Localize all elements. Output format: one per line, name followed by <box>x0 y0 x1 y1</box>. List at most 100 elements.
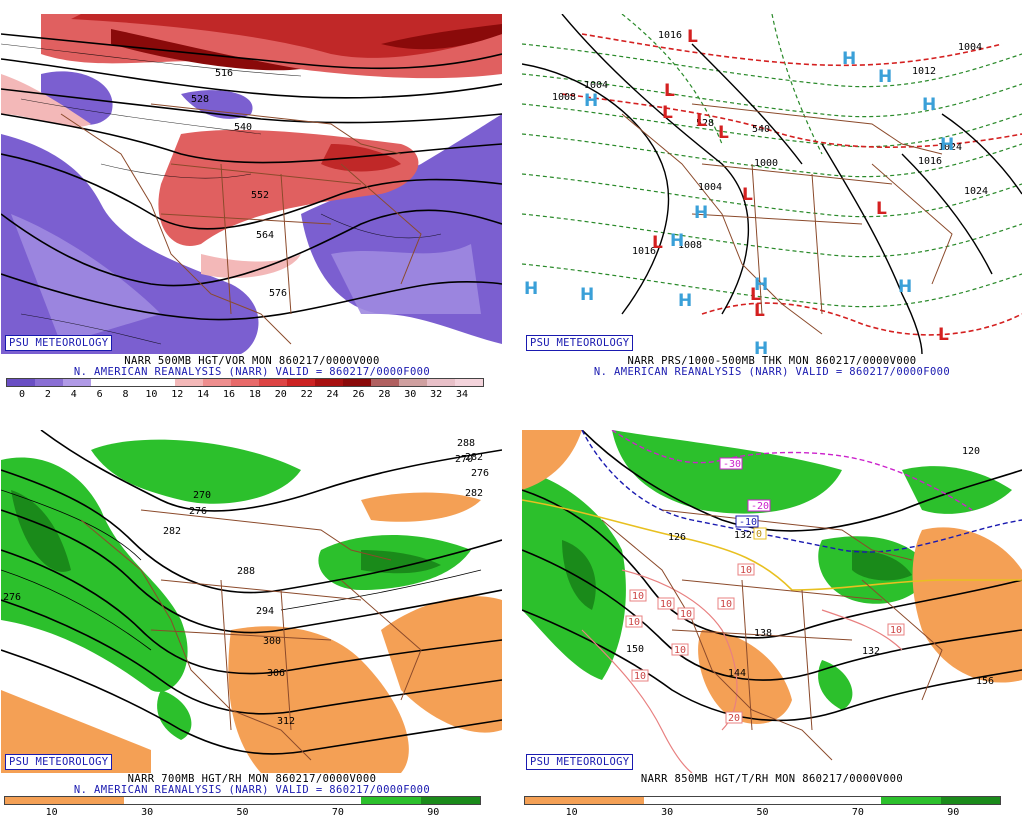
colorbar-segment <box>821 797 882 804</box>
height-labels: 126 132 138 144 150 156 132 120 <box>626 446 994 687</box>
contour-label: 294 <box>256 606 274 617</box>
isotherm-label: 10 <box>628 617 640 628</box>
isotherm-label: 10 <box>720 599 732 610</box>
contour-label: 312 <box>277 716 295 727</box>
low-pressure-marker: L <box>750 285 761 305</box>
high-pressure-marker: H <box>670 231 684 251</box>
isotherm-labels: -30 -20 -10 10 10 10 10 10 10 10 <box>625 457 905 724</box>
contour-label: 516 <box>215 68 233 79</box>
contour-label: 132 <box>862 646 880 657</box>
low-pressure-marker: L <box>664 81 675 101</box>
colorbar-tick-label: 10 <box>565 807 578 818</box>
colorbar-ticks: 10 30 50 70 90 <box>524 807 1001 819</box>
isobar-label: 1012 <box>912 66 936 77</box>
isobar-label: 1004 <box>584 80 608 91</box>
colorbar-tick-label: 10 <box>145 389 158 400</box>
colorbar-segment <box>343 379 371 386</box>
isobars <box>522 14 1022 354</box>
panel-700mb-rh: 270 276 282 288 294 300 306 312 276 282 … <box>0 420 504 819</box>
cold-isotherms <box>581 430 1022 553</box>
contour-label: 282 <box>465 488 483 499</box>
low-pressure-marker: L <box>696 111 707 131</box>
colorbar-tick-label: 70 <box>331 807 344 818</box>
colorbar-tick-label: 34 <box>455 389 469 400</box>
low-humidity-shading <box>1 492 502 773</box>
map-caption: NARR 700MB HGT/RH MON 860217/0000V000 <box>127 773 377 785</box>
isobar-label: 1016 <box>918 156 942 167</box>
high-pressure-marker: H <box>754 275 768 295</box>
colorbar-tick-label: 18 <box>248 389 261 400</box>
map-valid-caption: N. AMERICAN REANALYSIS (NARR) VALID = 86… <box>73 366 431 378</box>
isobar-label: 1016 <box>632 246 656 257</box>
contour-label: 132 <box>734 530 752 541</box>
colorbar-tick-label: 28 <box>378 389 391 400</box>
contour-label: 276 <box>189 506 207 517</box>
colorbar-tick-label: 16 <box>223 389 236 400</box>
low-pressure-marker: L <box>718 123 729 143</box>
colorbar-tick-label: 70 <box>851 807 864 818</box>
colorbar-segment <box>119 379 147 386</box>
height-labels: 270 276 282 288 294 300 306 312 276 282 … <box>3 438 489 727</box>
low-pressure-marker: L <box>652 233 663 253</box>
colorbar-segment <box>242 797 302 804</box>
colorbar-tick-label: 8 <box>122 389 129 400</box>
colorbar-segment <box>91 379 119 386</box>
map-caption: NARR 850MB HGT/T/RH MON 860217/0000V000 <box>640 773 904 785</box>
colorbar-segment <box>64 797 124 804</box>
isotherm-label: 10 <box>632 591 644 602</box>
contour-label: 144 <box>728 668 746 679</box>
colorbar-tick-label: 50 <box>756 807 769 818</box>
isotherm-label: 10 <box>740 565 752 576</box>
colorbar-tick-label: 2 <box>44 389 51 400</box>
colorbar-segment <box>584 797 644 804</box>
colorbar-tick-label: 50 <box>236 807 249 818</box>
colorbar-tick-label: 6 <box>96 389 103 400</box>
colorbar-segment <box>315 379 343 386</box>
isotherm-label: -20 <box>751 501 769 512</box>
isotherm-label: 10 <box>890 625 902 636</box>
map-valid-caption: N. AMERICAN REANALYSIS (NARR) VALID = 86… <box>73 784 431 796</box>
high-pressure-marker: H <box>678 291 692 311</box>
contour-label: 276 <box>3 592 21 603</box>
map-caption: NARR 500MB HGT/VOR MON 860217/0000V000 <box>124 355 380 367</box>
high-pressure-marker: H <box>878 67 892 87</box>
map-850mb-temperature-rh: 126 132 138 144 150 156 132 120 -30 -20 … <box>522 430 1022 773</box>
isotherm-label: -10 <box>739 517 757 528</box>
contour-label: 300 <box>263 636 281 647</box>
colorbar-ticks: 10 30 50 70 90 <box>4 807 481 819</box>
warm-isotherms <box>581 569 903 773</box>
colder-isotherms <box>611 430 973 511</box>
colorbar-segment <box>371 379 399 386</box>
colorbar-segment <box>175 379 203 386</box>
contour-label: 282 <box>465 452 483 463</box>
map-700mb-rh: 270 276 282 288 294 300 306 312 276 282 … <box>1 430 502 773</box>
colorbar-segment <box>287 379 315 386</box>
low-pressure-marker: L <box>938 325 949 345</box>
humidity-colorbar <box>4 796 481 805</box>
map-caption: NARR PRS/1000-500MB THK MON 860217/0000V… <box>627 355 917 367</box>
colorbar-segment <box>361 797 421 804</box>
colorbar-segment <box>881 797 941 804</box>
colorbar-segment <box>123 797 184 804</box>
isobar-label: 540 <box>752 124 770 135</box>
isobar-label: 1016 <box>658 30 682 41</box>
colorbar-tick-label: 30 <box>141 807 154 818</box>
psu-meteorology-logo: PSU METEOROLOGY <box>5 754 113 770</box>
colorbar-segment <box>399 379 427 386</box>
colorbar-segment <box>231 379 259 386</box>
height-contours <box>522 430 1022 722</box>
colorbar-tick-label: 90 <box>947 807 960 818</box>
colorbar-segment <box>703 797 763 804</box>
colorbar-segment <box>183 797 243 804</box>
contour-label: 282 <box>163 526 181 537</box>
contour-label: 126 <box>668 532 686 543</box>
panel-pressure-thickness: 1016 1004 1008 1000 1004 1008 1016 1024 … <box>520 0 1024 406</box>
colorbar-segment <box>203 379 231 386</box>
isotherm-label: 20 <box>728 713 740 724</box>
contour-label: 270 <box>193 490 211 501</box>
map-boundaries <box>60 103 422 345</box>
map-500mb-vorticity: 516 528 540 552 564 576 PSU METEOROLOGY <box>1 14 502 354</box>
isobar-label: 1008 <box>678 240 702 251</box>
colorbar-tick-label: 90 <box>427 807 440 818</box>
high-pressure-marker: H <box>842 49 856 69</box>
